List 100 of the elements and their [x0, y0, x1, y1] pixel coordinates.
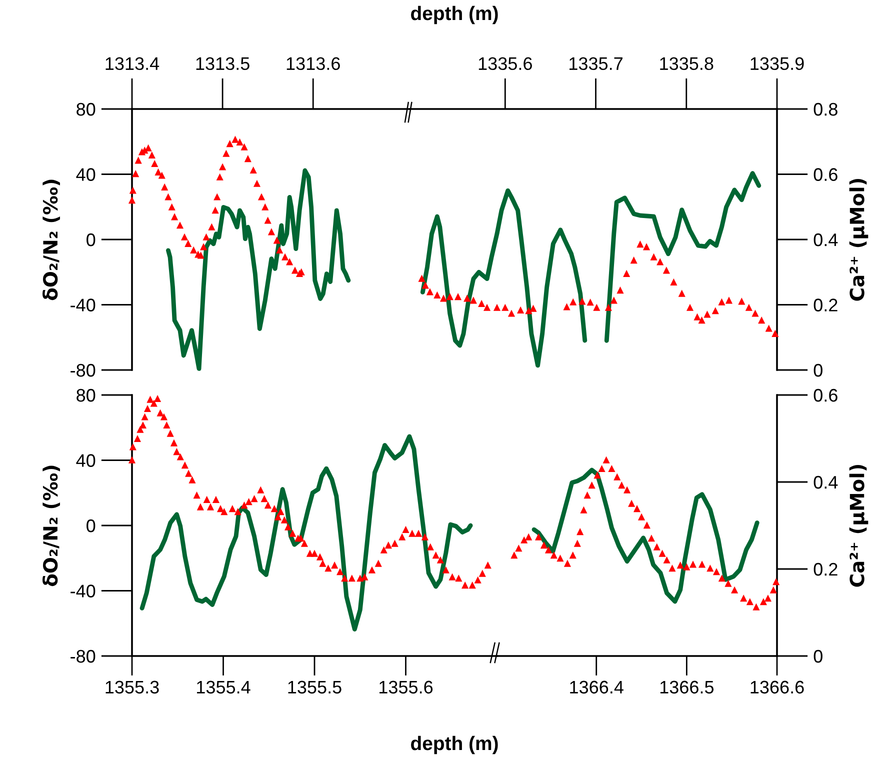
point — [190, 246, 198, 254]
point — [161, 183, 168, 191]
point — [752, 603, 760, 610]
point — [219, 163, 226, 170]
y2-tick-label: 0.6 — [814, 388, 838, 402]
point — [520, 536, 528, 544]
point — [598, 464, 606, 472]
x-tick-label: 1313.6 — [286, 57, 340, 70]
line-series — [140, 434, 473, 632]
point — [515, 544, 522, 552]
y2-tick-label: 0.6 — [814, 168, 838, 181]
point — [550, 552, 558, 559]
y-tick-label: -40 — [70, 584, 96, 598]
point — [633, 504, 641, 512]
x-tick-label: 1355.4 — [197, 680, 250, 694]
point — [623, 270, 630, 277]
point — [470, 296, 477, 304]
x-tick-label: 1335.8 — [660, 57, 714, 70]
x-tick-label: 1366.6 — [750, 680, 804, 694]
point — [556, 554, 564, 562]
point — [760, 598, 767, 606]
y-tick-label: 40 — [76, 168, 96, 181]
point — [128, 196, 136, 204]
point — [236, 138, 244, 146]
point — [563, 303, 570, 310]
point — [569, 552, 576, 559]
point — [670, 278, 678, 286]
point — [648, 534, 655, 542]
point — [594, 472, 601, 479]
point — [698, 560, 706, 568]
point — [232, 136, 239, 143]
y-axis-title: δO₂/N₂ (‰) — [42, 466, 60, 586]
point — [222, 150, 230, 157]
point — [258, 193, 266, 200]
y2-tick-label: 0.4 — [814, 476, 838, 489]
point — [148, 151, 156, 159]
point — [564, 560, 571, 567]
x-tick-label: 1366.5 — [660, 680, 714, 694]
point — [608, 464, 616, 472]
point — [502, 304, 509, 311]
point — [171, 213, 178, 220]
point — [202, 233, 210, 240]
x-tick-label: 1355.5 — [288, 680, 342, 694]
point — [176, 222, 184, 229]
x-tick-label: 1313.5 — [196, 57, 250, 70]
y-tick-label: -80 — [70, 364, 96, 377]
point — [180, 233, 188, 240]
point — [618, 482, 626, 489]
point — [718, 574, 726, 582]
x-tick-label: 1335.6 — [478, 57, 532, 70]
point — [772, 330, 779, 337]
point — [740, 594, 748, 602]
point — [650, 253, 658, 260]
x-tick-label: 1335.9 — [750, 57, 804, 70]
point — [478, 300, 486, 307]
point — [132, 170, 140, 178]
point — [628, 500, 636, 507]
x-tick-label: 1313.4 — [106, 57, 160, 70]
y-tick-label: -80 — [70, 650, 96, 663]
point — [630, 256, 638, 264]
point — [422, 282, 429, 289]
point — [291, 266, 299, 274]
point — [584, 492, 591, 499]
point — [580, 506, 588, 514]
point — [483, 304, 491, 311]
point — [493, 304, 501, 311]
x-axis-title: depth (m) — [411, 736, 498, 754]
point — [440, 294, 448, 302]
point — [593, 304, 600, 311]
point — [770, 586, 777, 594]
point — [604, 304, 612, 311]
point — [129, 186, 136, 194]
point — [678, 290, 686, 297]
point — [676, 562, 684, 569]
point — [158, 172, 166, 179]
point — [765, 324, 772, 332]
x-axis-title: depth (m) — [411, 6, 498, 24]
x-tick-label: 1335.7 — [570, 57, 622, 70]
point — [578, 298, 586, 305]
point — [653, 543, 660, 550]
point — [610, 296, 618, 304]
y2-tick-label: 0 — [814, 364, 822, 377]
point — [151, 160, 158, 168]
point — [273, 236, 280, 244]
point — [144, 144, 152, 152]
point — [576, 528, 584, 536]
point — [268, 228, 275, 236]
point — [574, 540, 581, 547]
point — [510, 552, 518, 559]
point — [434, 291, 441, 299]
point — [704, 310, 711, 318]
y-tick-label: 80 — [76, 388, 96, 402]
point — [216, 173, 224, 180]
y-tick-label: 0 — [86, 519, 96, 532]
point — [264, 216, 272, 224]
point — [694, 313, 701, 320]
point — [154, 168, 162, 176]
point — [250, 166, 257, 174]
point — [168, 203, 176, 210]
point — [614, 473, 621, 480]
